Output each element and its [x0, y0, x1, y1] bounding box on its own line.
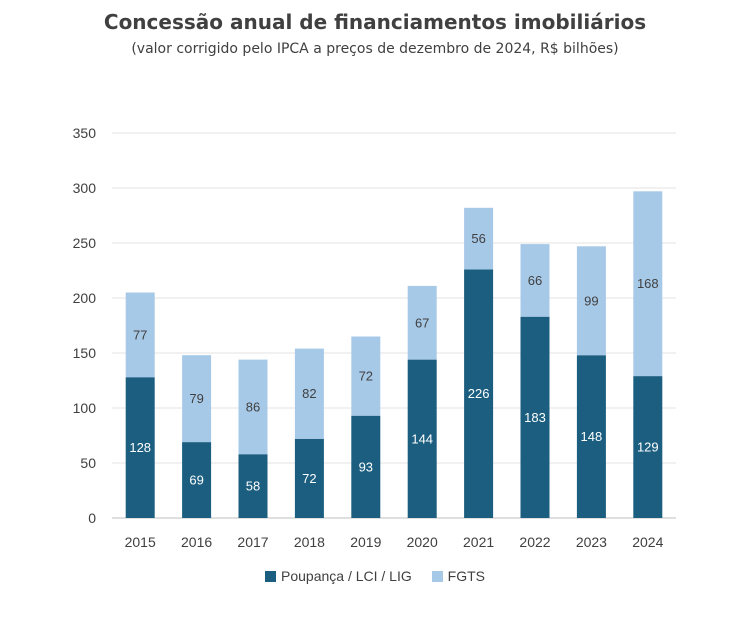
chart-title: Concessão anual de financiamentos imobil… [103, 10, 647, 34]
y-tick-label: 150 [73, 345, 97, 361]
bar-segment-poupanca [576, 355, 606, 518]
bar-segment-fgts [633, 191, 663, 377]
x-tick-label: 2017 [237, 534, 268, 550]
legend-swatch-fgts [431, 570, 443, 582]
legend-label-fgts: FGTS [447, 568, 485, 584]
x-tick-label: 2023 [576, 534, 607, 550]
bar-segment-fgts [576, 246, 606, 356]
x-tick-label: 2018 [294, 534, 325, 550]
bar-segment-poupanca [294, 438, 324, 518]
y-tick-label: 0 [88, 510, 96, 526]
bar-segment-fgts [238, 359, 268, 455]
bar-segment-poupanca [520, 316, 550, 518]
x-tick-label: 2021 [463, 534, 494, 550]
bar-segment-fgts [407, 285, 437, 360]
bar-segment-fgts [294, 348, 324, 439]
bar-segment-poupanca [125, 377, 155, 518]
x-tick-label: 2016 [181, 534, 212, 550]
chart-legend: Poupança / LCI / LIG FGTS [0, 568, 750, 585]
data-label: 168 [637, 276, 659, 291]
chart-subtitle: (valor corrigido pelo IPCA a preços de d… [131, 41, 619, 57]
y-tick-label: 100 [73, 400, 97, 416]
data-label: 148 [581, 429, 603, 444]
data-label: 77 [133, 327, 147, 342]
y-tick-label: 250 [73, 235, 97, 251]
data-label: 67 [415, 315, 429, 330]
bar-segment-poupanca [238, 454, 268, 518]
bar-segment-poupanca [182, 442, 212, 518]
bar-segment-poupanca [464, 269, 494, 518]
data-label: 129 [637, 440, 659, 455]
data-label: 72 [302, 471, 316, 486]
legend-label-poupanca: Poupança / LCI / LIG [281, 568, 412, 584]
legend-item-poupanca: Poupança / LCI / LIG [265, 568, 412, 584]
legend-item-fgts: FGTS [431, 568, 485, 584]
data-label: 82 [302, 386, 316, 401]
x-tick-label: 2024 [632, 534, 663, 550]
bar-segment-fgts [464, 207, 494, 270]
y-tick-label: 350 [73, 125, 97, 141]
x-tick-label: 2022 [519, 534, 550, 550]
bar-segment-poupanca [407, 359, 437, 518]
bar-segment-fgts [182, 355, 212, 443]
y-tick-label: 300 [73, 180, 97, 196]
data-label: 72 [359, 369, 373, 384]
data-label: 86 [246, 399, 260, 414]
data-label: 128 [129, 440, 151, 455]
x-tick-label: 2020 [407, 534, 438, 550]
data-label: 79 [189, 391, 203, 406]
bar-segment-fgts [125, 292, 155, 378]
bar-segment-fgts [520, 244, 550, 317]
y-tick-label: 200 [73, 290, 97, 306]
data-label: 56 [471, 231, 485, 246]
bar-segment-poupanca [351, 415, 381, 518]
legend-swatch-poupanca [265, 570, 276, 582]
data-label: 99 [584, 293, 598, 308]
data-label: 58 [246, 479, 260, 494]
x-tick-label: 2019 [350, 534, 381, 550]
data-label: 226 [468, 386, 490, 401]
x-tick-label: 2015 [125, 534, 156, 550]
data-label: 69 [189, 473, 203, 488]
data-label: 183 [524, 410, 546, 425]
data-label: 93 [359, 459, 373, 474]
bar-segment-poupanca [633, 376, 663, 518]
bar-segment-fgts [351, 336, 381, 416]
data-label: 144 [411, 431, 433, 446]
data-label: 66 [528, 273, 542, 288]
y-tick-label: 50 [80, 455, 96, 471]
